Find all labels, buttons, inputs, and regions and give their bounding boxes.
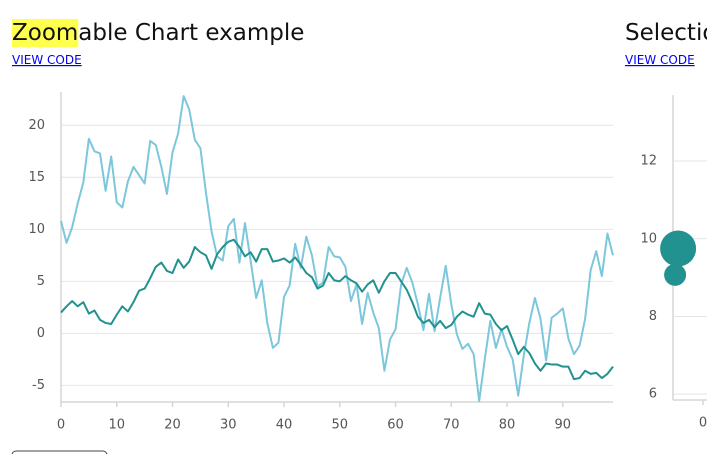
scatter-point [660,230,697,267]
y-tick-label: 10 [28,222,45,237]
view-code-link[interactable]: VIEW CODE [625,53,695,67]
y-tick-label: 10 [640,231,657,246]
x-tick-label: 80 [499,418,516,433]
chart-title: Selectio [625,20,707,46]
y-tick-label: 8 [649,309,657,324]
x-tick-label: 40 [276,418,293,433]
y-tick-label: 15 [28,170,45,185]
y-tick-label: 0 [37,326,45,341]
y-tick-label: -5 [32,378,45,393]
button-outline [11,450,108,454]
title-highlight [12,19,79,47]
chart-title: Zoomable Chart example [12,20,304,46]
x-tick-label: 0 [699,416,707,431]
x-tick-label: 0 [57,418,65,433]
x-tick-label: 50 [332,418,349,433]
y-tick-label: 20 [28,118,45,133]
x-tick-label: 10 [108,418,125,433]
x-tick-label: 60 [387,418,404,433]
y-tick-label: 6 [649,387,657,402]
x-tick-label: 30 [220,418,237,433]
series-line [60,238,614,381]
x-tick-label: 70 [443,418,460,433]
view-code-link[interactable]: VIEW CODE [12,53,82,67]
y-tick-label: 12 [640,154,657,169]
series-line [60,95,614,402]
x-tick-label: 90 [555,418,572,433]
x-tick-label: 20 [164,418,181,433]
y-tick-label: 5 [37,274,45,289]
scatter-point [664,263,687,286]
